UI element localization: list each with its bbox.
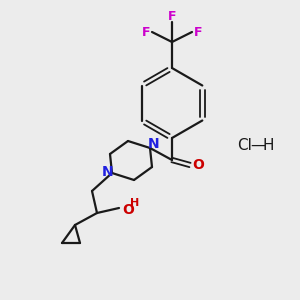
Text: F: F xyxy=(142,26,150,38)
Text: H: H xyxy=(130,198,140,208)
Text: —: — xyxy=(250,137,266,152)
Text: N: N xyxy=(148,137,160,151)
Text: F: F xyxy=(168,10,176,22)
Text: H: H xyxy=(262,137,274,152)
Text: F: F xyxy=(194,26,202,38)
Text: O: O xyxy=(122,203,134,217)
Text: N: N xyxy=(102,165,114,179)
Text: Cl: Cl xyxy=(238,137,252,152)
Text: O: O xyxy=(192,158,204,172)
